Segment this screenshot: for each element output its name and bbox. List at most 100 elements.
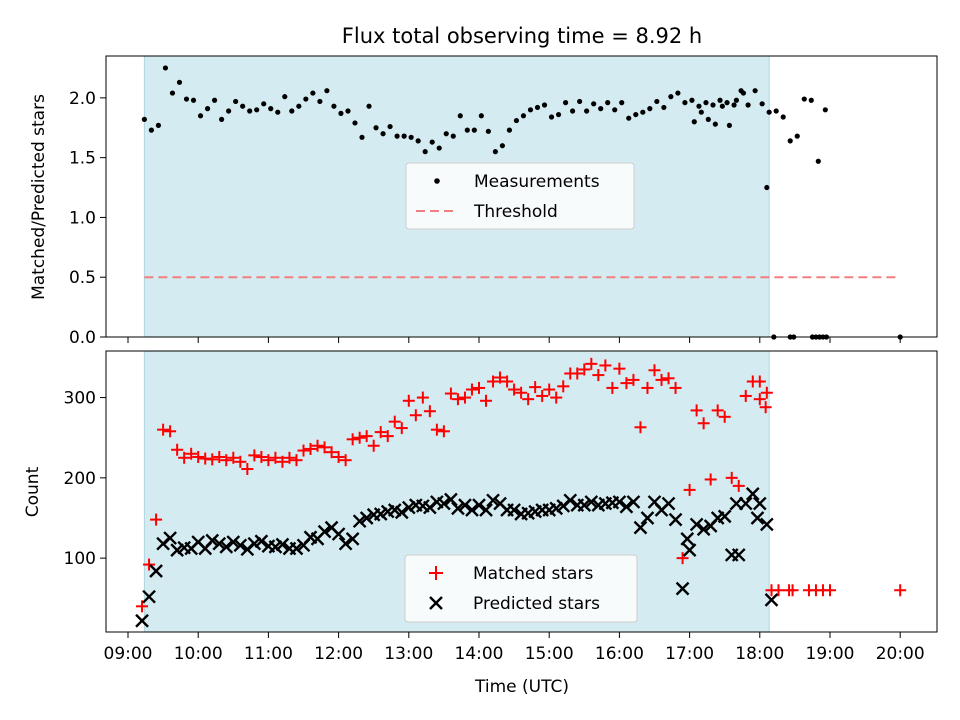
matched-star-point [220, 454, 233, 467]
x-axis-label: Time (UTC) [474, 677, 569, 697]
matched-star-point [262, 454, 275, 467]
predicted-star-point [163, 531, 177, 545]
matched-star-point [739, 389, 752, 402]
top-x-ticks [127, 337, 901, 343]
measurement-point [740, 90, 747, 96]
measurement-point [619, 100, 625, 106]
measurement-point [562, 100, 569, 106]
matched-star-point [704, 473, 717, 486]
measurement-point [261, 101, 267, 107]
matched-star-point [620, 377, 633, 390]
matched-star-point [725, 471, 738, 484]
measurement-point [822, 107, 828, 113]
matched-star-point [824, 584, 836, 597]
matched-star-point [164, 425, 177, 438]
predicted-star-point [458, 498, 472, 512]
matched-star-point [255, 450, 268, 463]
matched-star-point [388, 415, 401, 428]
predicted-star-point [612, 495, 627, 509]
measurement-point [240, 103, 246, 109]
measurement-point [387, 123, 393, 130]
measurement-point [359, 134, 365, 140]
measurement-point [661, 104, 667, 111]
matched-star-point [655, 373, 668, 386]
measurement-point [317, 98, 323, 105]
predicted-star-point [205, 533, 220, 548]
top-y-tick-label: 1.0 [69, 208, 96, 228]
measurement-point [162, 65, 169, 71]
measurement-point [584, 108, 590, 114]
matched-star-point [473, 381, 485, 394]
matched-star-point [283, 451, 296, 464]
measurement-point [141, 116, 147, 122]
matched-star-point [213, 450, 226, 463]
measurement-point [176, 79, 183, 85]
matched-star-point [494, 371, 507, 384]
matched-star-point [157, 423, 170, 436]
measurement-point [703, 100, 709, 106]
measurement-point [345, 108, 351, 114]
measurement-point [492, 149, 498, 155]
top-y-tick-label: 2.0 [69, 89, 96, 109]
measurement-point [555, 111, 562, 118]
matched-star-point [697, 417, 710, 430]
measurement-point [422, 149, 428, 155]
measurement-point [324, 88, 330, 94]
matched-star-point [571, 367, 584, 380]
bottom-y-tick-label: 300 [64, 389, 96, 409]
measurement-point [352, 120, 358, 126]
matched-star-point [234, 455, 247, 468]
x-tick-label: 14:00 [455, 644, 504, 664]
measurement-point [654, 98, 660, 105]
bottom-axes-frame [105, 350, 938, 633]
matched-star-point [634, 421, 647, 434]
measurement-point [394, 133, 400, 139]
matched-star-point [444, 387, 457, 400]
predicted-star-point [633, 520, 648, 535]
measurement-point [591, 101, 597, 107]
count-points [135, 357, 907, 628]
measurement-point [696, 103, 702, 109]
predicted-star-point [696, 522, 711, 537]
matched-star-point [536, 389, 549, 402]
matched-star-point [192, 450, 205, 463]
legend-measurements-label: Measurements [474, 172, 600, 192]
predicted-star-point [142, 589, 156, 604]
measurement-point [605, 100, 611, 106]
matched-star-point [613, 362, 626, 375]
predicted-star-point [752, 496, 767, 511]
measurement-point [450, 133, 456, 139]
matched-star-point [367, 439, 380, 452]
matched-star-point [297, 444, 310, 457]
bottom-panel: 100 200 300 09:00 10:00 11:00 12:00 13:00 14:00… [23, 350, 938, 697]
predicted-star-point [584, 495, 599, 509]
matched-star-point [550, 391, 563, 404]
matched-star-point [711, 404, 724, 417]
matched-star-point [437, 425, 450, 438]
measurement-point [612, 107, 618, 113]
measurement-point [219, 116, 225, 122]
measurement-point [626, 115, 632, 121]
measurement-point [766, 109, 772, 115]
measurement-point [682, 100, 688, 106]
matched-star-point [150, 513, 163, 526]
legend-measurements-marker [434, 178, 440, 184]
measurement-point [745, 102, 751, 108]
matched-star-point [480, 394, 493, 407]
predicted-star-point [444, 492, 458, 507]
measurement-point [436, 145, 442, 151]
top-y-tick-label: 0.5 [69, 268, 96, 288]
measurement-point [443, 131, 449, 137]
measurement-point [548, 114, 555, 120]
matched-star-point [599, 359, 612, 372]
matched-star-point [465, 383, 478, 396]
matched-star-point [522, 393, 535, 406]
predicted-star-point [135, 613, 149, 628]
x-tick-label: 16:00 [595, 644, 644, 664]
matched-star-point [578, 363, 591, 376]
matched-star-point [346, 433, 359, 446]
predicted-star-point [745, 487, 760, 501]
x-tick-label: 11:00 [244, 644, 293, 664]
measurement-point [815, 158, 821, 164]
legend-threshold-label: Threshold [473, 202, 558, 222]
